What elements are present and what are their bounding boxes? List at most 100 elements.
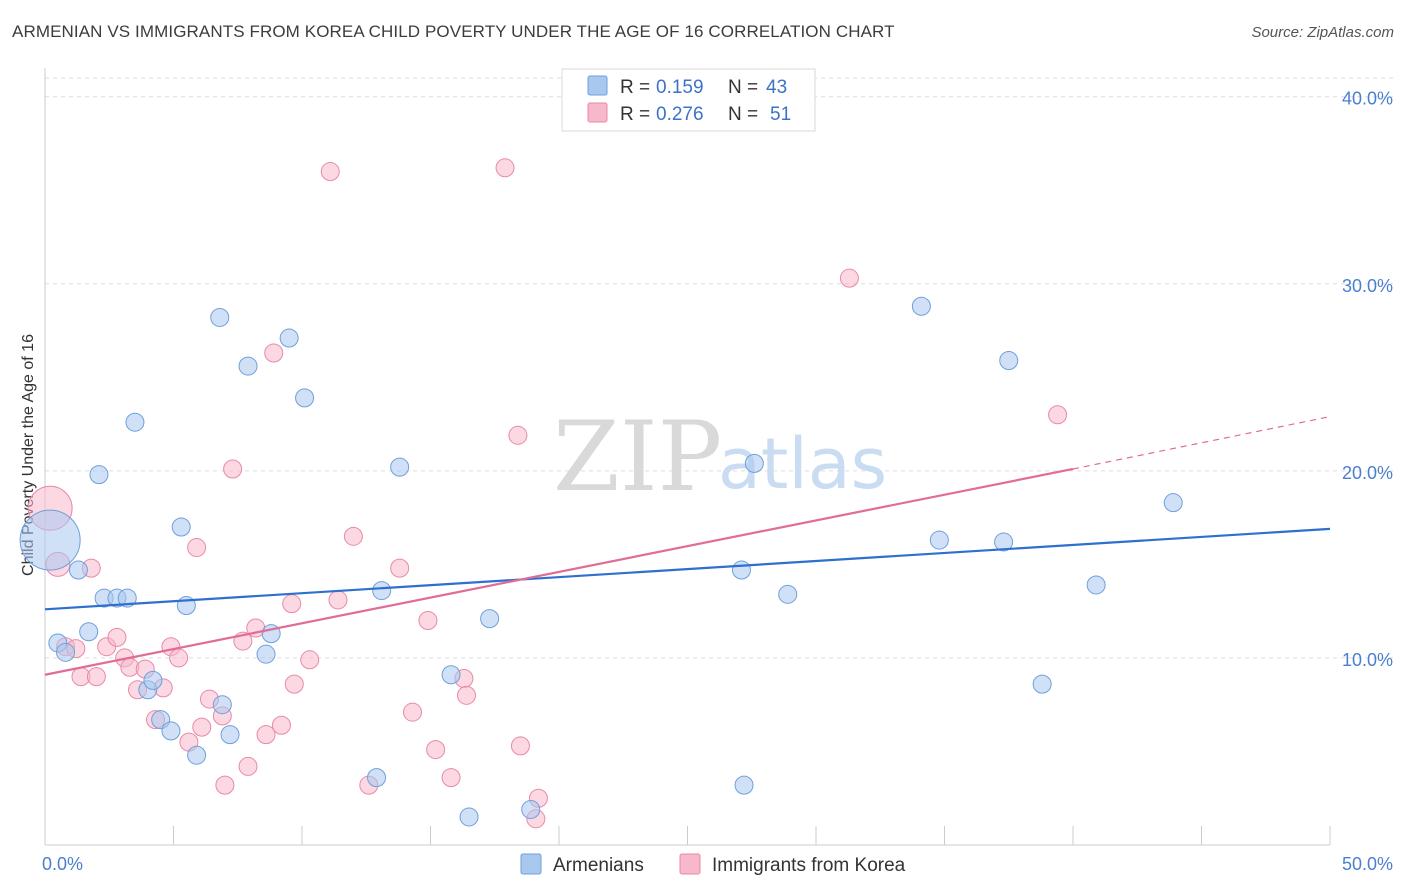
point-korea	[282, 594, 302, 614]
point-armenians	[459, 807, 479, 827]
point-korea	[107, 627, 127, 647]
legend-swatch-armenians	[587, 75, 608, 96]
point-armenians	[372, 581, 392, 601]
point-armenians	[744, 453, 764, 473]
point-korea	[238, 756, 258, 776]
point-armenians	[441, 665, 461, 685]
point-korea	[187, 538, 207, 558]
point-korea	[839, 268, 859, 288]
bottom-legend-swatch-korea	[679, 853, 701, 875]
bottom-legend-label-korea: Immigrants from Korea	[712, 855, 906, 876]
point-korea	[403, 702, 423, 722]
point-armenians	[256, 644, 276, 664]
point-armenians	[480, 609, 500, 629]
point-korea	[441, 768, 461, 788]
point-korea	[86, 667, 106, 687]
point-korea	[495, 158, 515, 178]
point-korea	[510, 736, 530, 756]
point-armenians	[1032, 674, 1052, 694]
point-korea	[264, 343, 284, 363]
point-armenians	[161, 721, 181, 741]
watermark-zip: ZIP	[553, 401, 722, 513]
point-korea	[223, 459, 243, 479]
point-korea	[271, 715, 291, 735]
y-tick-label: 30.0%	[1342, 276, 1393, 296]
point-armenians	[734, 775, 754, 795]
bottom-legend: Armenians Immigrants from Korea	[520, 853, 906, 876]
legend-n-label: N =	[728, 77, 758, 98]
point-korea	[343, 526, 363, 546]
y-tick-label: 20.0%	[1342, 463, 1393, 483]
x-tick-label: 0.0%	[42, 854, 83, 874]
legend-r-label: R =	[620, 104, 650, 125]
y-tick-label: 40.0%	[1342, 89, 1393, 109]
watermark-atlas: atlas	[718, 423, 887, 505]
point-armenians	[212, 695, 232, 715]
point-korea	[300, 650, 320, 670]
source-label: Source: ZipAtlas.com	[1251, 24, 1394, 41]
point-armenians	[778, 584, 798, 604]
point-armenians	[911, 296, 931, 316]
point-armenians	[238, 356, 258, 376]
point-armenians	[56, 642, 76, 662]
watermark: ZIP atlas	[553, 401, 887, 513]
point-armenians	[295, 388, 315, 408]
legend-n-label: N =	[728, 104, 758, 125]
trend-line-armenians	[44, 527, 1331, 611]
legend-r-value: 0.159	[656, 77, 704, 98]
legend-r-value: 0.276	[656, 104, 704, 125]
point-armenians	[731, 560, 751, 580]
point-korea	[192, 717, 212, 737]
point-armenians	[220, 725, 240, 745]
legend-r-label: R =	[620, 77, 650, 98]
point-armenians	[187, 745, 207, 765]
point-korea	[390, 558, 410, 578]
point-armenians	[210, 307, 230, 327]
point-armenians	[89, 465, 109, 485]
point-armenians	[994, 532, 1014, 552]
x-tick-label: 50.0%	[1342, 854, 1393, 874]
point-armenians	[521, 799, 541, 819]
legend-n-value: 51	[770, 104, 791, 125]
series-korea-points	[27, 158, 1068, 829]
point-armenians	[117, 588, 137, 608]
point-korea	[256, 725, 276, 745]
point-korea	[426, 740, 446, 760]
point-armenians	[367, 768, 387, 788]
tick-labels: 10.0% 20.0% 30.0% 40.0% 0.0% 50.0%	[42, 89, 1393, 874]
y-tick-label: 10.0%	[1342, 650, 1393, 670]
point-korea	[456, 685, 476, 705]
point-korea	[508, 425, 528, 445]
point-armenians	[279, 328, 299, 348]
point-armenians	[929, 530, 949, 550]
axes	[44, 68, 1331, 846]
point-armenians	[1086, 575, 1106, 595]
legend-swatch-korea	[587, 102, 608, 123]
point-armenians	[143, 670, 163, 690]
point-armenians	[390, 457, 410, 477]
trend-line-korea-extension	[1072, 416, 1331, 470]
point-armenians	[19, 509, 81, 571]
legend-n-value: 43	[766, 77, 787, 98]
point-korea	[1048, 405, 1068, 425]
trend-line-korea	[44, 467, 1074, 676]
point-korea	[328, 590, 348, 610]
point-armenians	[171, 517, 191, 537]
point-armenians	[79, 622, 99, 642]
bottom-legend-swatch-armenians	[520, 853, 542, 875]
point-korea	[284, 674, 304, 694]
legend: R = 0.159 N = 43 R = 0.276 N = 51	[561, 68, 816, 132]
trend-lines	[44, 416, 1331, 676]
series-armenians-points	[19, 296, 1183, 827]
point-armenians	[125, 412, 145, 432]
point-korea	[169, 648, 189, 668]
point-armenians	[68, 560, 88, 580]
point-korea	[418, 611, 438, 631]
point-korea	[320, 162, 340, 182]
point-korea	[215, 775, 235, 795]
point-armenians	[999, 350, 1019, 370]
point-armenians	[1163, 493, 1183, 513]
bottom-legend-label-armenians: Armenians	[553, 855, 644, 876]
chart-title: ARMENIAN VS IMMIGRANTS FROM KOREA CHILD …	[12, 22, 895, 41]
